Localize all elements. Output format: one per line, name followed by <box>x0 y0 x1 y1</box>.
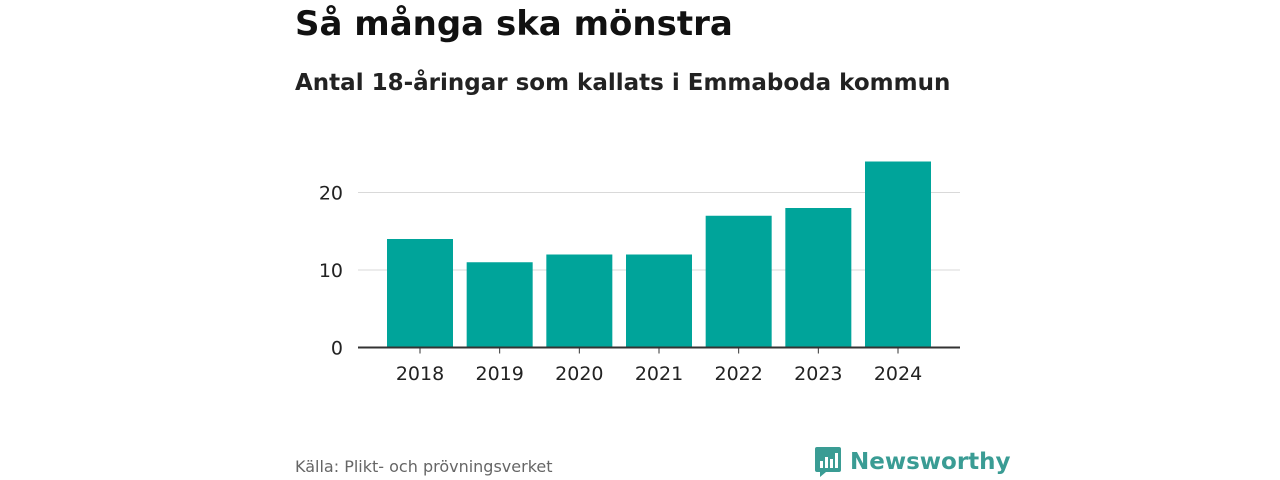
bar-chart-badge-icon <box>815 447 841 477</box>
y-tick-label: 10 <box>319 260 343 282</box>
brand-logo: Newsworthy <box>814 446 1011 478</box>
x-tick-label: 2023 <box>794 363 842 385</box>
bar <box>546 254 613 348</box>
bar <box>626 254 692 348</box>
bar <box>387 239 453 348</box>
brand-name: Newsworthy <box>850 449 1011 475</box>
x-tick-label: 2024 <box>874 363 922 385</box>
x-tick-label: 2018 <box>396 363 444 385</box>
source-text: Källa: Plikt- och prövningsverket <box>295 457 553 476</box>
bar <box>865 161 931 348</box>
chart-title: Så många ska mönstra <box>295 4 733 44</box>
x-tick-label: 2022 <box>714 363 762 385</box>
bar <box>785 208 852 348</box>
x-tick-label: 2019 <box>475 363 523 385</box>
y-tick-label: 20 <box>319 183 343 205</box>
bar <box>705 215 772 348</box>
chart-subtitle: Antal 18-åringar som kallats i Emmaboda … <box>295 70 951 96</box>
bar <box>466 262 533 348</box>
x-tick-label: 2020 <box>555 363 603 385</box>
x-tick-label: 2021 <box>635 363 683 385</box>
y-tick-label: 0 <box>331 338 343 360</box>
